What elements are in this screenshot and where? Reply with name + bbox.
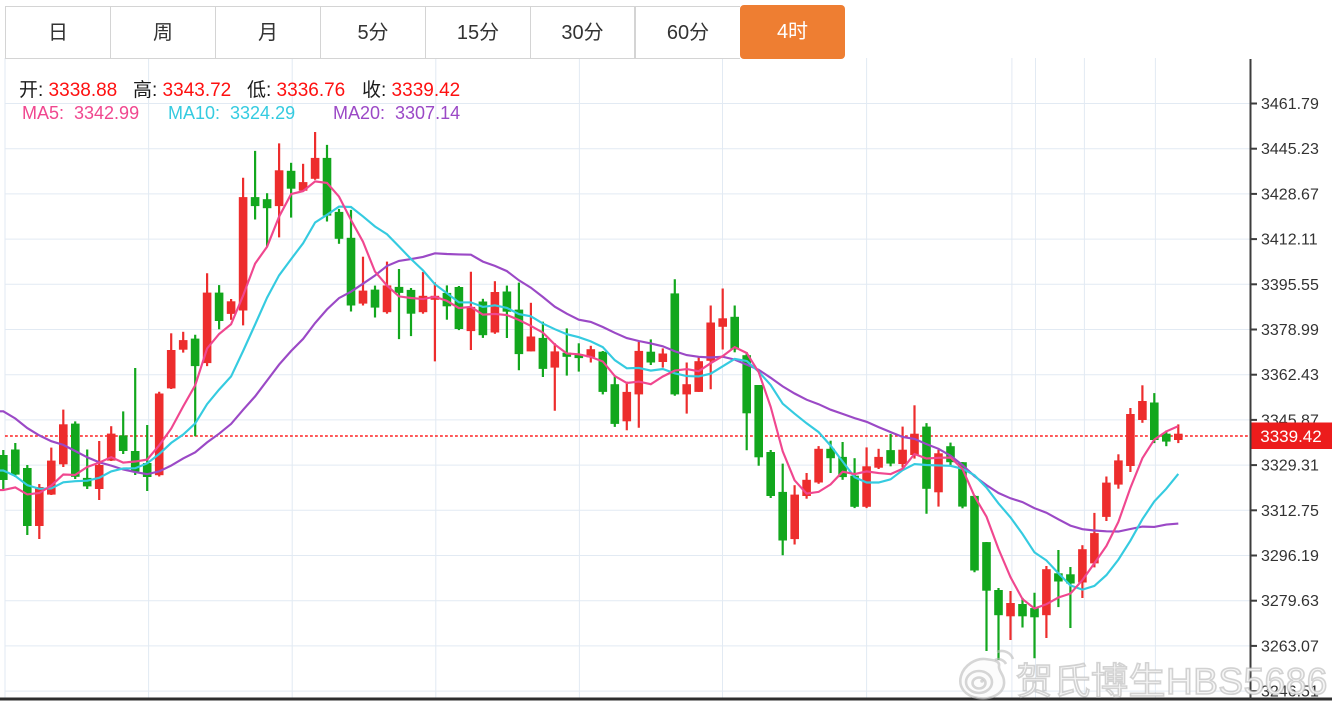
- svg-text:3312.75: 3312.75: [1261, 503, 1319, 520]
- svg-text:3339.42: 3339.42: [1260, 427, 1321, 446]
- svg-text:3296.19: 3296.19: [1261, 548, 1319, 565]
- svg-text:3461.79: 3461.79: [1261, 96, 1319, 113]
- svg-text:3378.99: 3378.99: [1261, 322, 1319, 339]
- svg-text:3395.55: 3395.55: [1261, 277, 1319, 294]
- svg-text:3279.63: 3279.63: [1261, 593, 1319, 610]
- svg-text:3263.07: 3263.07: [1261, 638, 1319, 655]
- svg-text:3362.43: 3362.43: [1261, 367, 1319, 384]
- svg-text:3329.31: 3329.31: [1261, 458, 1319, 475]
- svg-text:3246.51: 3246.51: [1261, 684, 1319, 701]
- svg-text:3428.67: 3428.67: [1261, 186, 1319, 203]
- svg-text:3412.11: 3412.11: [1261, 232, 1318, 249]
- svg-text:3445.23: 3445.23: [1261, 141, 1319, 158]
